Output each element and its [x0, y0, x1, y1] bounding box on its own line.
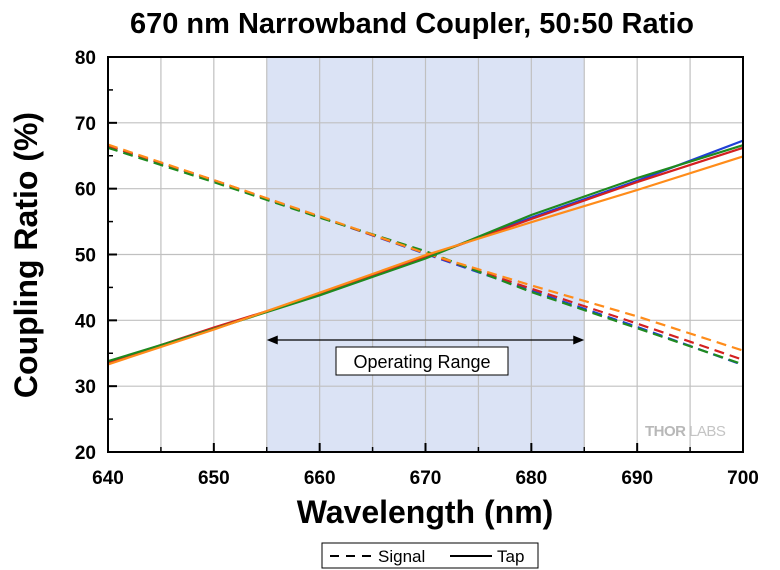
legend-signal-label: Signal: [378, 547, 425, 566]
y-tick-label: 70: [75, 114, 96, 135]
axis-ticks: 640 650 660 670 680 690 700 20 30 40 50 60 70 80: [75, 48, 759, 489]
tap-series-line: [107, 146, 744, 364]
legend-tap-label: Tap: [497, 547, 524, 566]
operating-range-annotation: [266, 335, 585, 345]
x-tick-label: 700: [727, 468, 759, 489]
x-tick-label: 640: [92, 468, 124, 489]
x-axis-label: Wavelength (nm): [297, 494, 554, 530]
operating-range-label-box: [335, 346, 509, 376]
y-tick-label: 40: [75, 311, 96, 332]
watermark-labs: LABS: [689, 423, 726, 440]
x-tick-label: 680: [515, 468, 547, 489]
operating-range-arrowhead-left: [266, 335, 278, 345]
operating-range-arrowhead-right: [573, 335, 585, 345]
y-tick-label: 80: [75, 48, 96, 69]
x-tick-label: 670: [410, 468, 442, 489]
x-tick-label: 660: [304, 468, 336, 489]
series-layer: [107, 139, 744, 367]
legend: Signal Tap: [321, 542, 539, 569]
y-tick-label: 50: [75, 246, 96, 267]
tap-series-line: [107, 155, 744, 366]
x-tick-label: 690: [621, 468, 653, 489]
chart-title: 670 nm Narrowband Coupler, 50:50 Ratio: [130, 8, 694, 40]
operating-range-label: Operating Range: [353, 352, 490, 372]
y-axis-label: Coupling Ratio (%): [8, 112, 44, 398]
x-tick-label: 650: [198, 468, 230, 489]
y-tick-label: 60: [75, 180, 96, 201]
legend-box: [321, 542, 539, 569]
watermark: THOR LABS: [645, 423, 726, 440]
watermark-thor: THOR: [645, 423, 686, 440]
y-tick-label: 30: [75, 377, 96, 398]
y-tick-label: 20: [75, 443, 96, 464]
